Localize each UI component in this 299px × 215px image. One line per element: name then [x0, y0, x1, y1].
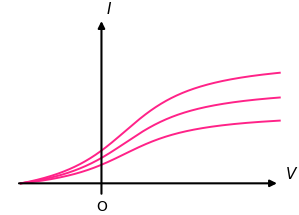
Text: V: V [286, 167, 296, 182]
Text: I: I [106, 2, 111, 17]
Text: O: O [96, 200, 107, 214]
